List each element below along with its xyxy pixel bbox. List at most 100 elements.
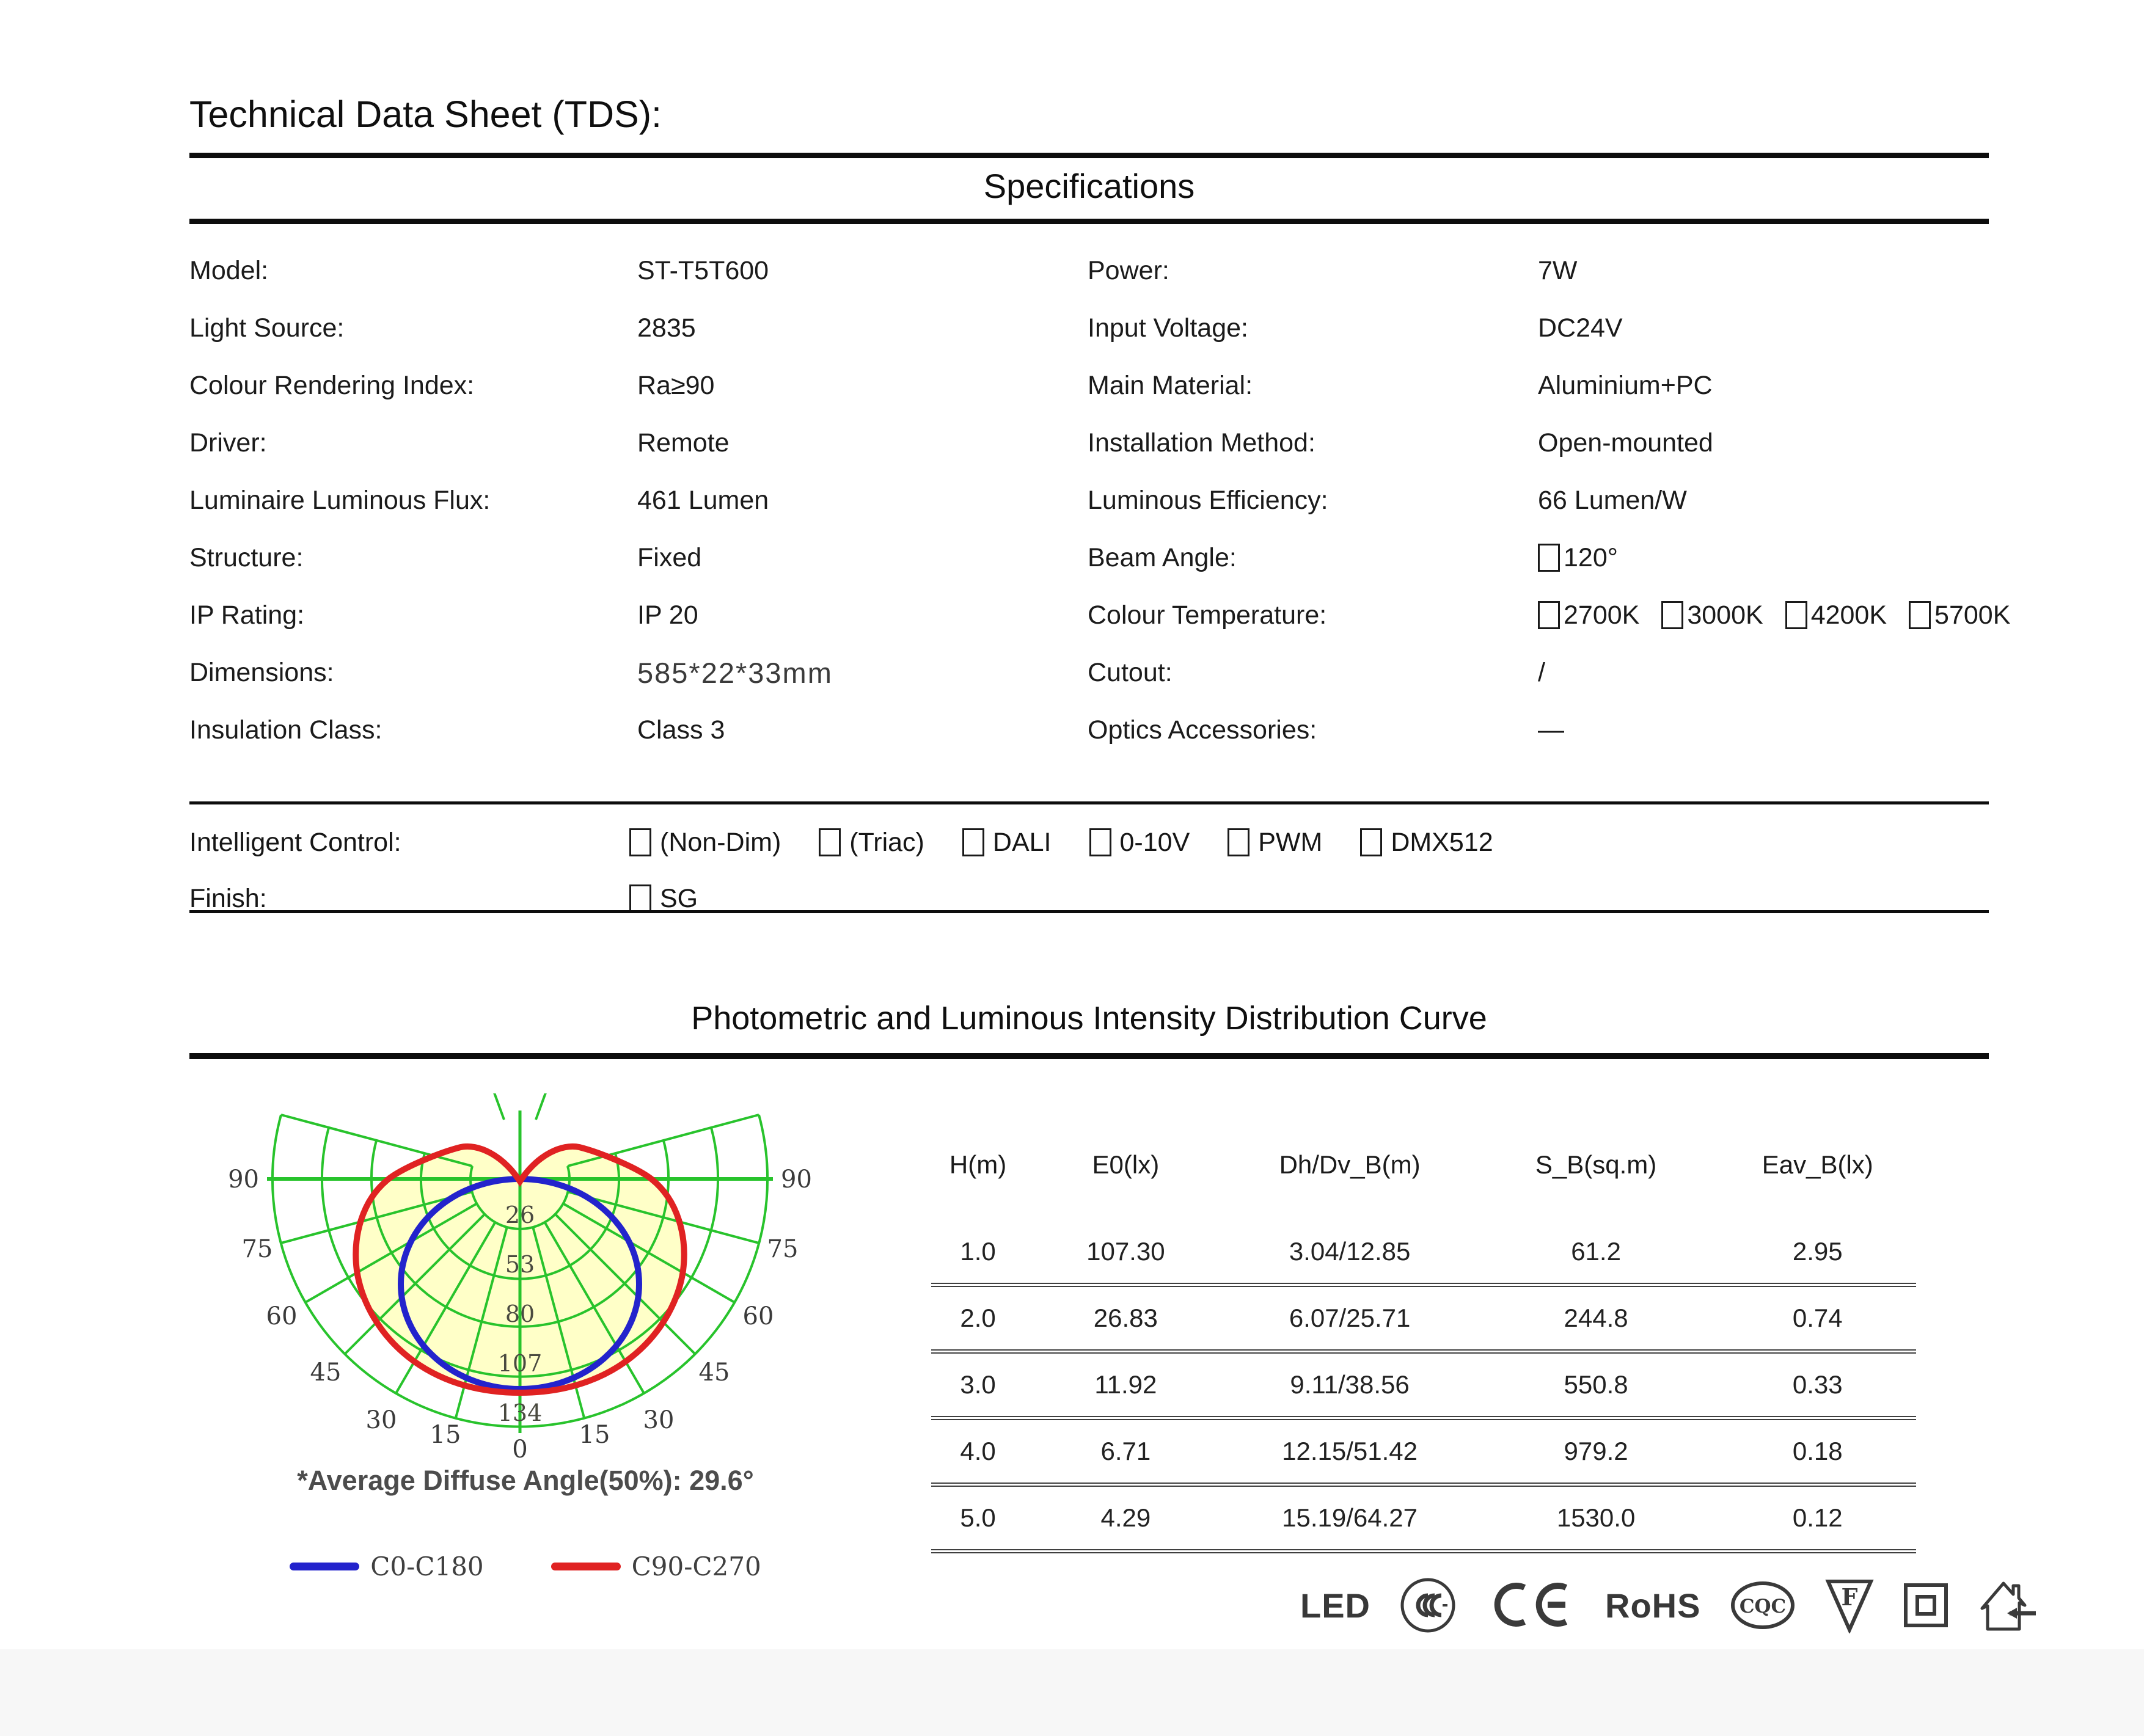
table-cell: 0.12 [1792,1503,1843,1532]
sg-checkbox[interactable] [629,884,651,913]
angle-label: 60 [743,1302,774,1330]
angle-label: 45 [310,1359,342,1387]
c90-c270-swatch [551,1563,621,1570]
f-triangle-icon: F [1825,1580,1875,1633]
zero-ten-v-checkbox[interactable] [1089,828,1111,856]
polar-distribution-chart: 90 90 75 75 60 60 45 45 30 30 15 15 0 26… [228,1093,812,1464]
colour-temp-checkbox[interactable] [1909,601,1931,629]
angle-label: 60 [266,1302,298,1330]
table-cell: 2.95 [1792,1237,1843,1266]
triac-option: (Triac) [849,827,924,857]
spec-label: Light Source: [189,313,345,343]
radius-label: 53 [505,1251,535,1278]
column-header: Eav_B(lx) [1762,1150,1873,1179]
angle-label: 90 [781,1165,812,1194]
sg-option: SG [660,883,698,913]
photometric-heading: Photometric and Luminous Intensity Distr… [691,1000,1487,1037]
colour-temp-checkbox[interactable] [1538,601,1560,629]
f-label: F [1842,1583,1858,1611]
table-cell: 979.2 [1564,1437,1628,1465]
spec-label: Driver: [189,428,267,458]
angle-label: 30 [366,1406,397,1434]
spec-value-colour-temperature: 2700K 3000K 4200K 5700K [1538,586,2010,644]
spec-value: DC24V [1538,313,1623,343]
divider [189,910,1989,913]
colour-temp-option: 2700K [1564,600,1640,630]
dmx512-checkbox[interactable] [1360,828,1383,856]
legend-item-c0-c180: C0-C180 [290,1552,484,1581]
column-header: Dh/Dv_B(m) [1279,1150,1421,1179]
specifications-heading: Specifications [983,167,1195,205]
table-cell: 3.04/12.85 [1289,1237,1411,1266]
spec-label: Optics Accessories: [1088,715,1317,745]
colour-temp-option: 5700K [1934,600,2011,630]
angle-label: 0 [512,1435,527,1464]
dali-checkbox[interactable] [962,828,984,856]
column-header: H(m) [949,1150,1007,1179]
indoor-use-icon [1980,1581,2036,1631]
angle-label: 15 [430,1421,461,1449]
spec-label: Model: [189,255,269,285]
beam-angle-checkbox[interactable] [1538,544,1560,572]
angle-label: 75 [242,1235,273,1263]
triac-checkbox[interactable] [819,828,841,856]
table-cell: 0.74 [1792,1304,1843,1332]
non-dim-option: (Non-Dim) [660,827,781,857]
table-spacer [931,1192,1916,1220]
colour-temp-option: 3000K [1687,600,1763,630]
table-row: 2.0 26.83 6.07/25.71 244.8 0.74 [931,1287,1916,1354]
table-cell: 4.29 [1100,1503,1151,1532]
divider [189,1053,1989,1059]
radius-label: 26 [505,1202,535,1228]
spec-value: Fixed [637,542,702,572]
spec-label: Dimensions: [189,657,334,687]
table-cell: 3.0 [960,1370,996,1399]
spec-label: Luminous Efficiency: [1088,485,1328,515]
table-cell: 550.8 [1564,1370,1628,1399]
spec-label: Insulation Class: [189,715,382,745]
legend-label: C0-C180 [370,1552,484,1581]
spec-value: 2835 [637,313,696,343]
colour-temp-option: 4200K [1810,600,1887,630]
table-cell: 15.19/64.27 [1282,1503,1418,1532]
colour-temp-checkbox[interactable] [1661,601,1684,629]
spec-value: 7W [1538,255,1578,285]
table-cell: 5.0 [960,1503,996,1532]
intelligent-control-options: (Non-Dim) (Triac) DALI 0-10V PWM DMX512 [629,814,1493,871]
legend-label: C90-C270 [631,1552,761,1581]
spec-value: Class 3 [637,715,725,745]
cqc-label: CQC [1740,1596,1786,1617]
divider [189,801,1989,804]
spec-label: Colour Temperature: [1088,600,1327,630]
certification-marks: LED RoHS CQC F [1300,1576,2039,1635]
pwm-checkbox[interactable] [1227,828,1250,856]
table-cell: 244.8 [1564,1304,1628,1332]
finish-options: SG [629,870,698,927]
spec-label: Power: [1088,255,1169,285]
specifications-grid: Model: ST-T5T600 Power: 7W Light Source:… [189,242,2010,759]
dmx512-option: DMX512 [1391,827,1493,857]
radius-label: 107 [498,1350,543,1377]
spec-value: Remote [637,428,730,458]
table-row: 4.0 6.71 12.15/51.42 979.2 0.18 [931,1420,1916,1487]
spec-value: 461 Lumen [637,485,769,515]
table-cell: 107.30 [1086,1237,1165,1266]
radius-labels: 26 53 80 107 134 [498,1202,543,1426]
colour-temp-checkbox[interactable] [1785,601,1807,629]
table-row: 5.0 4.29 15.19/64.27 1530.0 0.12 [931,1487,1916,1553]
table-cell: 1530.0 [1556,1503,1636,1532]
spec-value: IP 20 [637,600,698,630]
table-row: 3.0 11.92 9.11/38.56 550.8 0.33 [931,1354,1916,1420]
column-header: E0(lx) [1092,1150,1160,1179]
table-header-row: H(m) E0(lx) Dh/Dv_B(m) S_B(sq.m) Eav_B(l… [931,1137,1916,1192]
spec-value: Aluminium+PC [1538,370,1713,400]
rohs-text: RoHS [1605,1586,1701,1625]
spec-label: Colour Rendering Index: [189,370,475,400]
radius-label: 80 [505,1300,535,1327]
spec-value: ST-T5T600 [637,255,769,285]
non-dim-checkbox[interactable] [629,828,651,856]
ce-icon [1494,1583,1568,1627]
spec-value-beam-angle: 120° [1538,529,1989,586]
ccc-icon [1400,1578,1455,1633]
page-footer-band [0,1649,2144,1736]
